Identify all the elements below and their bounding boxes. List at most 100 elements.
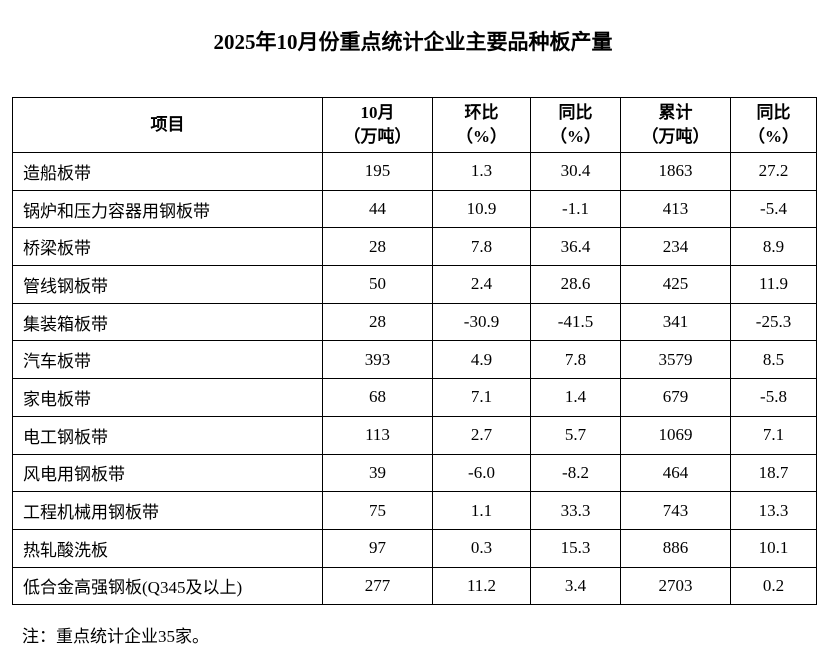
table-cell: 1.1 (432, 491, 531, 530)
header-cell: 项目 (12, 97, 323, 153)
table-cell: 39 (322, 453, 433, 493)
table-cell: 11.9 (730, 265, 817, 304)
table-cell: 393 (322, 340, 433, 380)
note: 注：重点统计企业35家。 (22, 627, 209, 646)
table-cell: 1863 (620, 152, 731, 191)
table-cell: 30.4 (530, 152, 621, 191)
table-cell: 28 (322, 302, 433, 342)
table-cell: 汽车板带 (12, 340, 323, 380)
table-cell: -41.5 (530, 302, 621, 342)
table-cell: 锅炉和压力容器用钢板带 (12, 189, 323, 229)
table-row: 热轧酸洗板 97 0.3 15.3 886 10.1 (12, 528, 817, 568)
header-text: （%） (748, 127, 799, 146)
table-cell: 7.8 (530, 340, 621, 380)
table-cell: 36.4 (530, 227, 621, 267)
table-cell: -8.2 (530, 453, 621, 493)
table-cell: 234 (620, 227, 731, 267)
table-cell: 8.5 (730, 340, 817, 380)
table-cell: 0.2 (730, 566, 817, 606)
table-cell: 0.3 (432, 528, 531, 568)
table-cell: 7.1 (432, 378, 531, 417)
table-cell: 743 (620, 491, 731, 530)
header-text: 同比 (558, 103, 593, 122)
table-cell: 2703 (620, 566, 731, 606)
table-row: 集装箱板带 28 -30.9 -41.5 341 -25.3 (12, 302, 817, 342)
header-text: 10月 (360, 103, 395, 122)
table-cell: 工程机械用钢板带 (12, 491, 323, 530)
table-cell: -25.3 (730, 302, 817, 342)
table: 项目 10月 （万吨） 环比 （%） 同比 （%） 累计 （万吨） 同比 （%） 造船板带 195 1.… (12, 97, 817, 606)
table-cell: -30.9 (432, 302, 531, 342)
table-cell: 3579 (620, 340, 731, 380)
table-cell: 341 (620, 302, 731, 342)
table-cell: 桥梁板带 (12, 227, 323, 267)
table-cell: 425 (620, 265, 731, 304)
table-cell: 7.8 (432, 227, 531, 267)
header-text: （万吨） (641, 127, 710, 146)
table-row: 锅炉和压力容器用钢板带 44 10.9 -1.1 413 -5.4 (12, 189, 817, 229)
table-cell: 电工钢板带 (12, 415, 323, 455)
header-row: 项目 10月 （万吨） 环比 （%） 同比 （%） 累计 （万吨） 同比 （%） (12, 97, 817, 153)
title: 2025年10月份重点统计企业主要品种板产量 (213, 30, 613, 54)
table-row: 管线钢板带 50 2.4 28.6 425 11.9 (12, 265, 817, 304)
header-text: （%） (550, 127, 601, 146)
header-cell: 累计 （万吨） (620, 97, 731, 153)
table-cell: 低合金高强钢板(Q345及以上) (12, 566, 323, 606)
table-cell: 1069 (620, 415, 731, 455)
table-cell: 7.1 (730, 415, 817, 455)
header-text: 环比 (464, 103, 499, 122)
table-cell: 413 (620, 189, 731, 229)
header-cell: 10月 （万吨） (322, 97, 433, 153)
table-cell: 28.6 (530, 265, 621, 304)
table-cell: 28 (322, 227, 433, 267)
table-row: 电工钢板带 113 2.7 5.7 1069 7.1 (12, 415, 817, 455)
table-cell: 集装箱板带 (12, 302, 323, 342)
table-cell: 68 (322, 378, 433, 417)
header-cell: 同比 （%） (530, 97, 621, 153)
table-cell: 5.7 (530, 415, 621, 455)
table-cell: 464 (620, 453, 731, 493)
table-cell: 44 (322, 189, 433, 229)
table-row: 低合金高强钢板(Q345及以上) 277 11.2 3.4 2703 0.2 (12, 566, 817, 606)
table-cell: 97 (322, 528, 433, 568)
table-cell: 管线钢板带 (12, 265, 323, 304)
table-cell: 10.1 (730, 528, 817, 568)
table-cell: 195 (322, 152, 433, 191)
header-text: （万吨） (343, 127, 412, 146)
header-text: （%） (456, 127, 507, 146)
table-cell: 2.7 (432, 415, 531, 455)
table-cell: 679 (620, 378, 731, 417)
table-row: 造船板带 195 1.3 30.4 1863 27.2 (12, 152, 817, 191)
table-cell: -5.4 (730, 189, 817, 229)
table-row: 桥梁板带 28 7.8 36.4 234 8.9 (12, 227, 817, 267)
table-cell: -6.0 (432, 453, 531, 493)
table-cell: 11.2 (432, 566, 531, 606)
table-cell: 家电板带 (12, 378, 323, 417)
table-body: 造船板带 195 1.3 30.4 1863 27.2 锅炉和压力容器用钢板带 44 10.9-… (12, 152, 817, 606)
table-cell: 33.3 (530, 491, 621, 530)
table-cell: 1.3 (432, 152, 531, 191)
header-cell: 环比 （%） (432, 97, 531, 153)
table-cell: 15.3 (530, 528, 621, 568)
table-cell: -5.8 (730, 378, 817, 417)
table-row: 汽车板带 393 4.9 7.8 3579 8.5 (12, 340, 817, 380)
table-cell: 277 (322, 566, 433, 606)
table-cell: 1.4 (530, 378, 621, 417)
table-cell: 2.4 (432, 265, 531, 304)
table-cell: -1.1 (530, 189, 621, 229)
table-cell: 3.4 (530, 566, 621, 606)
header-text: 项目 (150, 115, 185, 134)
table-cell: 886 (620, 528, 731, 568)
table-cell: 27.2 (730, 152, 817, 191)
table-cell: 风电用钢板带 (12, 453, 323, 493)
table-cell: 4.9 (432, 340, 531, 380)
table-cell: 热轧酸洗板 (12, 528, 323, 568)
table-cell: 113 (322, 415, 433, 455)
table-cell: 造船板带 (12, 152, 323, 191)
table-cell: 50 (322, 265, 433, 304)
table-cell: 13.3 (730, 491, 817, 530)
table-cell: 75 (322, 491, 433, 530)
table-cell: 8.9 (730, 227, 817, 267)
table-row: 工程机械用钢板带 75 1.1 33.3 743 13.3 (12, 491, 817, 530)
table-row: 风电用钢板带 39 -6.0 -8.2 464 18.7 (12, 453, 817, 493)
